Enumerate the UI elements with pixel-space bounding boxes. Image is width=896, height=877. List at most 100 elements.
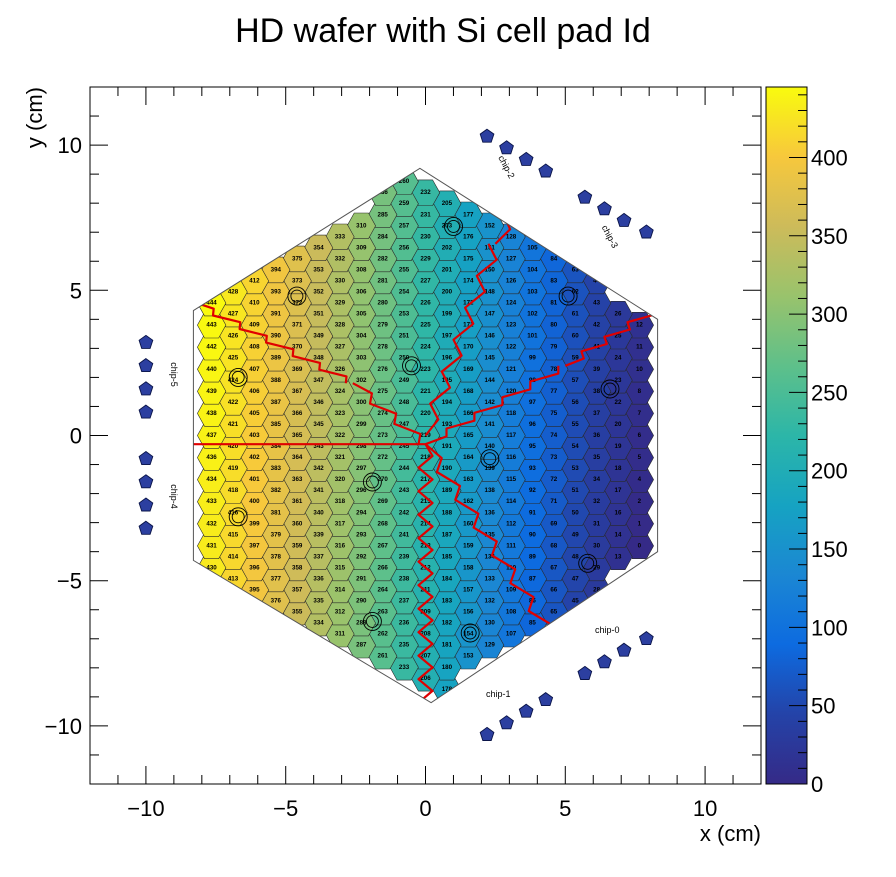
cell-pad-id: 310: [356, 222, 367, 229]
cell-pad-id: 60: [572, 333, 579, 340]
cell-pad-id: 130: [485, 620, 496, 627]
colorbar-tick-label: 0: [811, 772, 823, 797]
cell-pad-id: 184: [442, 576, 453, 583]
y-axis-title: y (cm): [22, 87, 47, 148]
cell-pad-id: 54: [572, 443, 579, 450]
chip-pad-marker: [577, 665, 593, 680]
calibration-cell-ring: [444, 216, 463, 236]
cell-pad-id: 121: [506, 366, 517, 373]
cell-pad-id: 109: [506, 587, 517, 594]
cell-pad-id: 227: [420, 278, 431, 285]
cell-pad-id: 29: [593, 564, 600, 571]
cell-pad-id: 287: [356, 642, 367, 649]
cell-pad-id: 13: [615, 553, 622, 560]
cell-pad-id: 330: [335, 278, 346, 285]
cell-pad-id: 43: [593, 300, 600, 307]
cell-pad-id: 357: [292, 587, 303, 594]
cell-pad-id: 201: [442, 267, 453, 274]
cell-pad-id: 164: [463, 454, 474, 461]
cell-pad-id: 359: [292, 542, 303, 549]
cell-pad-id: 432: [206, 520, 217, 527]
chip-label: chip-5: [169, 362, 179, 387]
chip-pad-marker: [138, 358, 154, 373]
cell-pad-id: 99: [529, 355, 536, 362]
cell-pad-id: 7: [638, 410, 642, 417]
calibration-cell-inner-ring: [483, 452, 497, 466]
cell-pad-id: 57: [572, 377, 579, 384]
cell-pad-id: 116: [506, 454, 517, 461]
calibration-cell-ring: [600, 379, 620, 399]
cell-pad-id: 409: [249, 322, 260, 329]
cell-pad-id: 369: [292, 366, 303, 373]
cell-pad-id: 177: [463, 211, 474, 218]
cell-pad-id: 128: [506, 233, 517, 240]
cell-pad-id: 294: [356, 509, 367, 516]
cell-pad-id: 73: [550, 454, 557, 461]
colorbar-tick-label: 350: [811, 224, 848, 249]
cell-pad-id: 224: [420, 344, 431, 351]
x-tick-label: −5: [273, 796, 298, 821]
calibration-cell-inner-ring: [231, 370, 245, 384]
cell-pad-id: 418: [228, 487, 239, 494]
cell-pad-id: 56: [572, 399, 579, 406]
cell-pad-id: 84: [550, 255, 557, 262]
cell-pad-id: 298: [356, 443, 367, 450]
cell-pad-id: 383: [271, 465, 282, 472]
cell-pad-id: 274: [378, 410, 389, 417]
cell-pad-id: 379: [271, 531, 282, 538]
cell-pad-id: 194: [442, 399, 453, 406]
cell-pad-id: 270: [378, 476, 389, 483]
cell-pad-id: 229: [420, 255, 431, 262]
cell-pad-id: 214: [420, 520, 431, 527]
cell-pad-id: 275: [378, 388, 389, 395]
colorbar-tick-label: 150: [811, 537, 848, 562]
cell-pad-id: 361: [292, 498, 303, 505]
cell-pad-id: 10: [636, 366, 643, 373]
cell-pad-id: 347: [313, 377, 324, 384]
cell-pad-id: 157: [463, 587, 474, 594]
cell-pad-id: 112: [506, 520, 517, 527]
cell-pad-id: 144: [485, 377, 496, 384]
cell-pad-id: 63: [572, 267, 579, 274]
cell-pad-id: 406: [249, 388, 260, 395]
cell-pad-id: 402: [249, 454, 260, 461]
cell-pad-id: 314: [335, 587, 346, 594]
cell-pad-id: 215: [420, 498, 431, 505]
cell-pad-id: 355: [292, 609, 303, 616]
chip-pad-marker: [518, 703, 534, 718]
cell-pad-id: 108: [506, 609, 517, 616]
x-tick-label: 0: [419, 796, 431, 821]
cell-pad-id: 387: [271, 399, 282, 406]
cell-pad-id: 213: [420, 542, 431, 549]
cell-pad-id: 190: [442, 465, 453, 472]
cell-pad-id: 263: [378, 609, 389, 616]
cell-pad-id: 30: [593, 542, 600, 549]
cell-pad-id: 391: [271, 311, 282, 318]
cell-pad-id: 111: [506, 542, 516, 549]
cell-pad-id: 329: [335, 300, 346, 307]
cell-pad-id: 117: [506, 432, 517, 439]
cell-pad-id: 65: [550, 609, 557, 616]
cell-pad-id: 81: [550, 300, 557, 307]
colorbar: [765, 86, 808, 785]
cell-pad-id: 77: [550, 388, 557, 395]
chip-boundary-line: [352, 382, 422, 445]
cell-pad-id: 410: [249, 300, 260, 307]
cell-pad-id: 8: [638, 388, 642, 395]
chip-boundary-line: [564, 307, 655, 367]
cell-pad-id: 191: [442, 443, 453, 450]
cell-pad-id: 139: [485, 465, 496, 472]
cell-pad-id: 114: [506, 498, 517, 505]
cell-pad-id: 142: [485, 399, 496, 406]
cell-pad-id: 92: [529, 487, 536, 494]
cell-pad-id: 202: [442, 244, 453, 251]
cell-pad-id: 162: [463, 498, 474, 505]
cell-pad-id: 140: [485, 443, 496, 450]
cell-pad-id: 256: [399, 244, 410, 251]
cell-pad-id: 67: [550, 564, 557, 571]
cell-pad-id: 181: [442, 642, 453, 649]
cell-pad-id: 309: [356, 244, 367, 251]
x-tick-label: −10: [127, 796, 164, 821]
chip-label: chip-1: [486, 689, 511, 699]
cell-pad-id: 345: [313, 421, 324, 428]
